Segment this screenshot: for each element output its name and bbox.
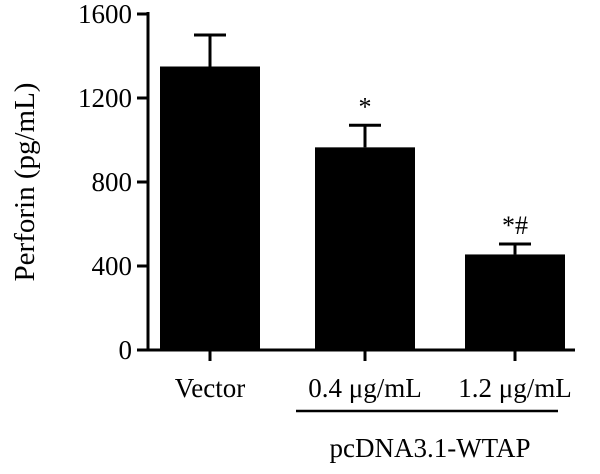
bar [160, 66, 260, 350]
y-tick-label: 400 [92, 251, 133, 281]
x-category-label: Vector [175, 373, 245, 403]
y-axis: 0 400 800 1200 1600 [78, 0, 150, 365]
bar [465, 254, 565, 350]
x-axis: Vector 0.4 μg/mL 1.2 μg/mL [146, 348, 575, 403]
y-axis-label: Perforin (pg/mL) [9, 83, 41, 282]
group-label: pcDNA3.1-WTAP [329, 433, 530, 463]
y-tick-label: 1600 [78, 0, 132, 29]
bars: * *# [160, 33, 565, 350]
y-tick-label: 1200 [78, 83, 132, 113]
bar [315, 147, 415, 350]
significance-label: * [359, 92, 372, 121]
y-tick-label: 0 [119, 335, 133, 365]
x-category-label: 1.2 μg/mL [458, 373, 571, 403]
group-bracket: pcDNA3.1-WTAP [296, 409, 558, 463]
significance-label: *# [502, 211, 528, 240]
x-category-label: 0.4 μg/mL [308, 373, 421, 403]
y-tick-label: 800 [92, 167, 133, 197]
